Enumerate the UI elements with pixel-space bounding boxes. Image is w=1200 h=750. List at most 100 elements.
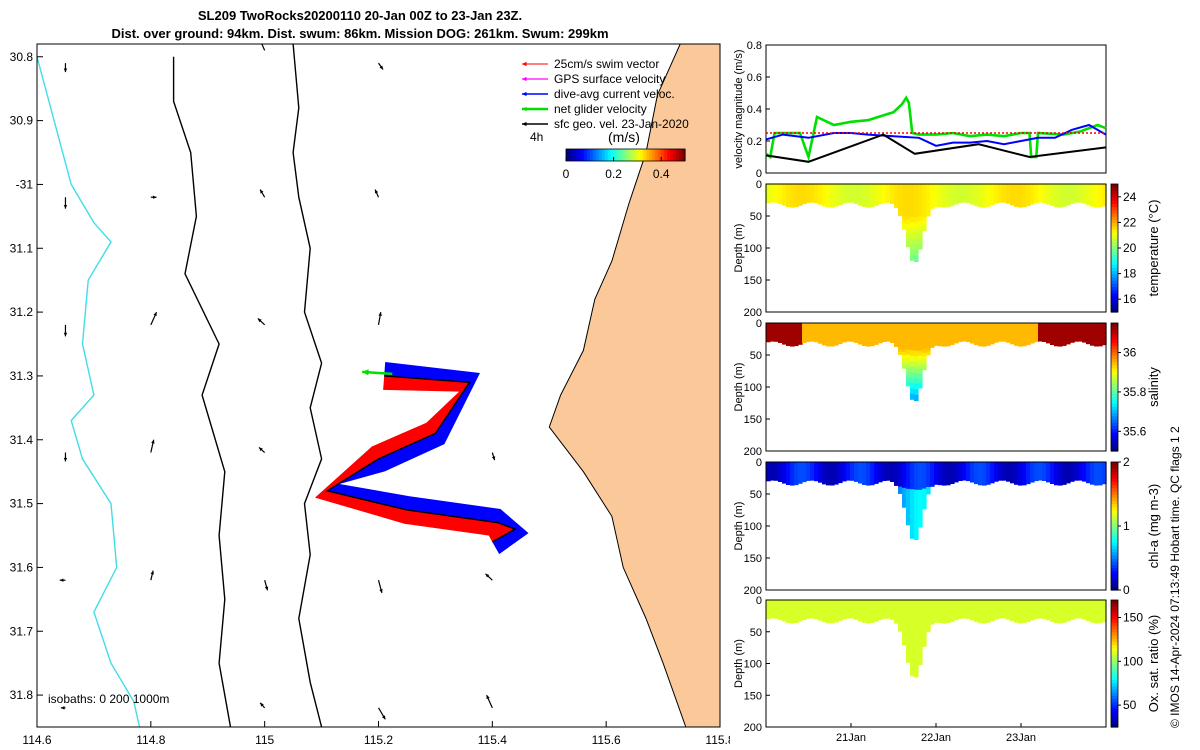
section-cell <box>894 621 899 624</box>
section-cell <box>778 323 783 325</box>
section-cell <box>978 466 983 470</box>
section-cell <box>766 200 771 202</box>
section-cell <box>942 193 947 197</box>
section-cell <box>830 203 835 206</box>
section-cell <box>1038 612 1043 615</box>
section-cell <box>922 626 927 631</box>
section-cell <box>1014 190 1019 193</box>
section-cell <box>802 328 807 331</box>
section-cell <box>910 621 915 628</box>
section-cell <box>946 195 951 198</box>
section-cell <box>862 600 867 603</box>
section-cell <box>926 464 931 468</box>
section-cell <box>874 462 879 465</box>
section-cell <box>962 607 967 610</box>
section-cell <box>1042 198 1047 201</box>
section-cell <box>998 602 1003 605</box>
section-cell <box>1026 191 1031 194</box>
section-cell <box>1062 338 1067 342</box>
section-cell <box>1058 185 1063 188</box>
section-cell <box>1038 326 1043 329</box>
section-cell <box>842 325 847 328</box>
section-cell <box>886 603 891 606</box>
section-cell <box>914 389 919 396</box>
section-cell <box>906 354 911 360</box>
section-cell <box>862 198 867 201</box>
section-cell <box>910 233 915 239</box>
section-cell <box>1046 469 1051 472</box>
section-cell <box>1038 611 1043 614</box>
section-cell <box>882 616 887 619</box>
section-cell <box>826 473 831 476</box>
section-cell <box>778 336 783 339</box>
section-cell <box>890 336 895 339</box>
section-cell <box>882 615 887 618</box>
section-cell <box>1018 341 1023 344</box>
section-cell <box>1058 473 1063 476</box>
section-cell <box>1006 185 1011 188</box>
section-cell <box>838 325 843 328</box>
section-cell <box>1074 477 1079 480</box>
section-cell <box>998 196 1003 199</box>
section-cell <box>766 339 771 341</box>
section-cell <box>834 480 839 484</box>
section-cell <box>1014 191 1019 195</box>
section-cell <box>1006 467 1011 470</box>
section-cell <box>922 462 927 466</box>
section-cell <box>926 211 931 215</box>
section-cell <box>1006 477 1011 479</box>
section-cell <box>986 601 991 604</box>
section-cell <box>942 197 947 200</box>
section-cell <box>950 478 955 481</box>
section-cell <box>1098 483 1103 486</box>
section-cell <box>774 184 779 186</box>
section-cell <box>770 199 775 202</box>
section-cell <box>854 470 859 473</box>
section-cell <box>778 190 783 193</box>
section-cell <box>898 343 903 346</box>
section-cell <box>1070 328 1075 331</box>
map-ytick-label: 31.7 <box>10 624 34 638</box>
section-cell <box>914 206 919 213</box>
section-cell <box>1038 330 1043 333</box>
section-cell <box>1014 477 1019 481</box>
section-cell <box>982 466 987 470</box>
section-cell <box>846 477 851 480</box>
section-cell <box>954 618 959 621</box>
section-cell <box>910 333 915 340</box>
section-cell <box>1074 193 1079 195</box>
section-cell <box>774 616 779 619</box>
section-cell <box>794 481 799 484</box>
section-cell <box>818 604 823 607</box>
section-cell <box>926 604 931 608</box>
section-cell <box>858 603 863 606</box>
section-cell <box>1074 478 1079 481</box>
section-cell <box>1034 475 1039 478</box>
section-cell <box>1066 191 1071 194</box>
section-cell <box>858 184 863 187</box>
section-cell <box>770 189 775 191</box>
section-cell <box>806 473 811 476</box>
section-cell <box>822 610 827 613</box>
section-cell <box>834 614 839 617</box>
section-cell <box>862 601 867 604</box>
section-cell <box>1086 201 1091 204</box>
section-cell <box>866 326 871 329</box>
section-cell <box>950 601 955 604</box>
sfc-geo-arrow-18 <box>377 580 383 594</box>
section-cell <box>922 220 927 225</box>
section-cell <box>774 339 779 342</box>
section-cell <box>782 332 787 335</box>
section-cell <box>894 197 899 200</box>
section-cell <box>1042 186 1047 189</box>
section-cell <box>770 610 775 613</box>
section-cell <box>1054 185 1059 188</box>
section-cell <box>858 600 863 603</box>
section-cell <box>1042 328 1047 331</box>
section-cell <box>1074 189 1079 192</box>
section-cell <box>826 600 831 603</box>
section-cell <box>794 468 799 471</box>
section-cell <box>1018 339 1023 342</box>
section-cell <box>870 192 875 195</box>
section-cell <box>1002 337 1007 340</box>
